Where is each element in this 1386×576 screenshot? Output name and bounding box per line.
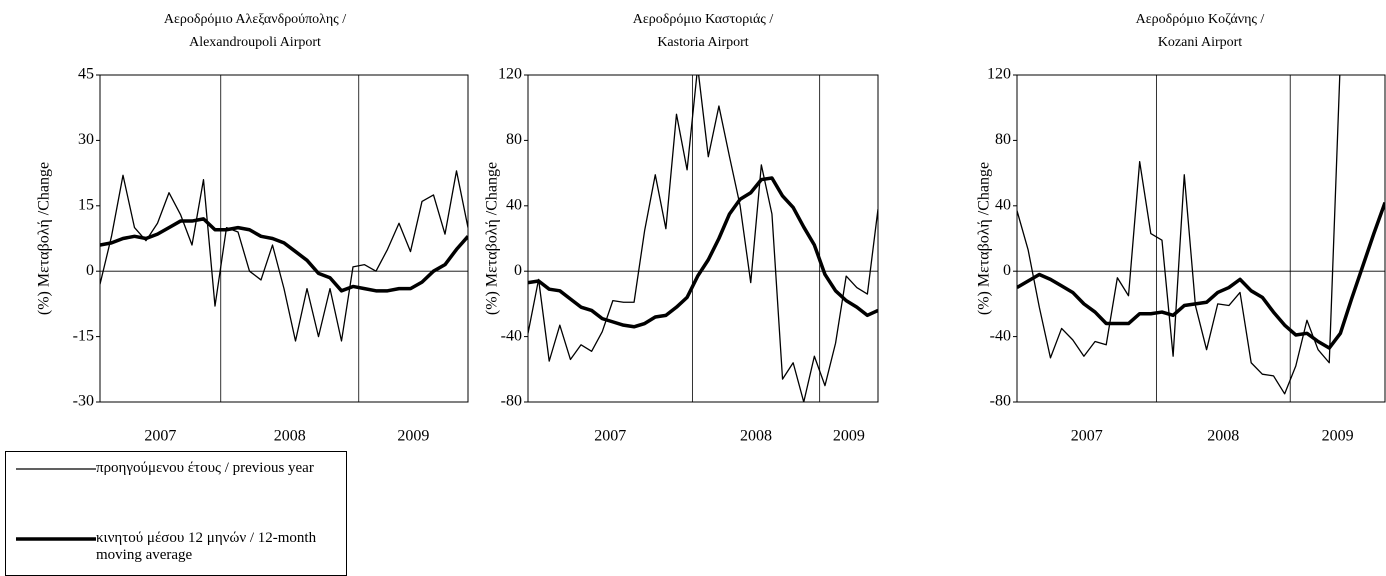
x-tick-label: 2007 [1071,428,1103,445]
y-tick-label: 0 [514,262,522,279]
chart-title: Αεροδρόμιο Κοζάνης / [1136,12,1265,27]
series-line [100,170,468,342]
chart-title: Alexandroupoli Airport [189,35,321,50]
y-tick-label: 30 [78,131,94,148]
y-axis-label: (%) Μεταβολή /Change [484,162,501,315]
legend-label: κινητού μέσου 12 μηνών / 12-month moving… [96,530,317,563]
x-tick-label: 2007 [144,428,176,445]
y-tick-label: 80 [506,131,522,148]
x-tick-label: 2008 [1207,428,1239,445]
charts: Αεροδρόμιο Αλεξανδρούπολης / Alexandroupo… [36,12,1386,445]
plot-frame [527,74,879,403]
chart-title: Αεροδρόμιο Αλεξανδρούπολης / [164,12,346,27]
y-tick-label: 0 [86,262,94,279]
legend-entry: κινητού μέσου 12 μηνών / 12-month moving… [14,530,336,564]
y-tick-label: 80 [995,131,1011,148]
legend-swatch [16,468,96,470]
plot-frame [99,74,469,403]
series-line [100,217,468,293]
y-axis-label: (%) Μεταβολή /Change [976,162,993,315]
chart-title: Kastoria Airport [657,35,748,50]
y-tick-label: 15 [78,196,94,213]
x-tick-label: 2008 [740,428,772,445]
y-tick-label: 40 [995,196,1011,213]
y-tick-label: -40 [501,327,522,344]
series-line [1017,201,1385,350]
y-tick-label: -30 [73,393,94,410]
y-tick-label: 45 [78,66,94,83]
y-tick-label: 120 [987,66,1011,83]
y-tick-label: 40 [506,196,522,213]
y-tick-label: -15 [73,327,94,344]
legend-label: προηγούμενου έτους / previous year [96,460,314,476]
y-axis-label: (%) Μεταβολή /Change [36,162,53,315]
x-tick-label: 2009 [397,428,429,445]
y-tick-label: 0 [1003,262,1011,279]
x-tick-label: 2009 [1322,428,1354,445]
legend-swatch [16,537,96,541]
series-line [1017,75,1341,395]
x-tick-label: 2008 [274,428,306,445]
y-tick-label: -40 [990,327,1011,344]
chart-title: Kozani Airport [1158,35,1242,50]
legend-entry: προηγούμενου έτους / previous year [14,460,336,477]
legend: προηγούμενου έτους / previous year κινητ… [5,451,347,576]
series-line [528,75,878,402]
y-tick-label: 120 [498,66,522,83]
x-tick-label: 2007 [594,428,626,445]
y-tick-label: -80 [501,393,522,410]
chart-title: Αεροδρόμιο Καστοριάς / [633,12,774,27]
x-tick-label: 2009 [833,428,865,445]
series-line [528,176,878,329]
plot-frame [1016,74,1386,403]
y-tick-label: -80 [990,393,1011,410]
